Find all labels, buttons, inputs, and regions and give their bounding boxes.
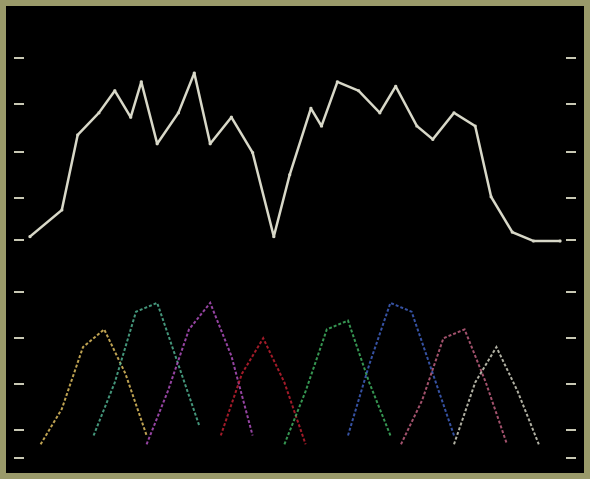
upper-trace-point bbox=[251, 151, 255, 155]
upper-trace-point bbox=[28, 234, 32, 239]
lower-trace-3 bbox=[219, 336, 307, 445]
upper-trace-point bbox=[335, 80, 339, 84]
upper-trace-point bbox=[531, 239, 536, 243]
lower-trace-0 bbox=[39, 327, 148, 445]
upper-trace-point bbox=[431, 137, 435, 141]
upper-trace-point bbox=[139, 80, 143, 84]
upper-trace-point bbox=[272, 234, 276, 239]
upper-trace-point bbox=[452, 111, 456, 115]
upper-trace-point bbox=[357, 89, 361, 93]
upper-trace-point bbox=[229, 115, 233, 119]
upper-trace-point bbox=[394, 84, 398, 88]
upper-trace-point bbox=[60, 208, 64, 212]
upper-trace-point bbox=[378, 111, 382, 115]
upper-trace-point bbox=[319, 124, 324, 128]
lower-trace-7 bbox=[453, 344, 540, 445]
upper-trace-point bbox=[192, 71, 196, 75]
upper-trace-point bbox=[208, 142, 212, 146]
upper-trace-point bbox=[558, 239, 562, 243]
upper-trace-point bbox=[473, 124, 477, 128]
upper-trace-point bbox=[489, 195, 493, 199]
upper-trace-point bbox=[155, 142, 159, 146]
upper-trace-point bbox=[97, 111, 101, 115]
upper-trace bbox=[29, 71, 560, 243]
upper-trace-point bbox=[176, 111, 180, 115]
lower-trace-6 bbox=[400, 328, 508, 445]
upper-trace-point bbox=[76, 133, 80, 137]
upper-trace-point bbox=[129, 115, 133, 119]
lower-trace-4 bbox=[283, 319, 392, 445]
lower-trace-2 bbox=[145, 300, 254, 445]
lower-trace-5 bbox=[347, 301, 455, 436]
upper-trace-point bbox=[510, 230, 514, 234]
upper-trace-point bbox=[309, 106, 313, 110]
upper-trace-point bbox=[113, 89, 117, 93]
upper-trace-point bbox=[288, 173, 292, 177]
upper-trace-point bbox=[415, 124, 419, 128]
lower-trace-1 bbox=[92, 301, 201, 436]
